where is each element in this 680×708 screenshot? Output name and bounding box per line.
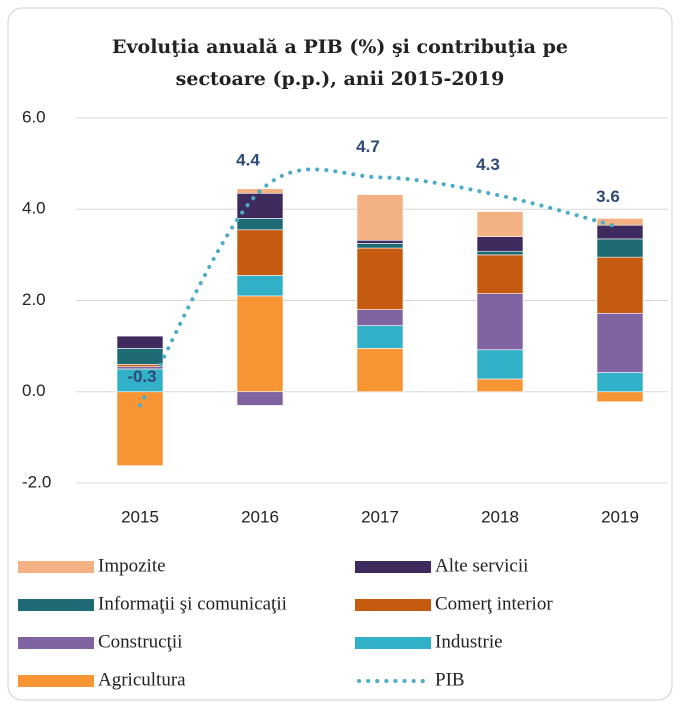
x-tick-label: 2015 — [121, 507, 159, 526]
y-tick-label: 2.0 — [22, 290, 46, 309]
legend-label: Informaţii şi comunicaţii — [98, 593, 287, 614]
bar-segment — [236, 275, 284, 297]
bar-segment — [476, 349, 524, 380]
bar-segment — [596, 218, 644, 226]
bar-segment — [596, 256, 644, 314]
legend-label: Construcţii — [98, 631, 182, 652]
chart-title: sectoare (p.p.), anii 2015-2019 — [176, 68, 505, 90]
bar-segment — [116, 391, 164, 466]
legend-swatch — [18, 675, 94, 687]
x-tick-label: 2016 — [241, 507, 279, 526]
y-tick-label: 6.0 — [22, 107, 46, 126]
bar-segment — [116, 335, 164, 349]
bar-segment — [356, 247, 404, 310]
y-tick-label: -2.0 — [22, 472, 51, 491]
bar-segment — [236, 229, 284, 276]
bar-segment — [596, 372, 644, 393]
legend-label: Alte servicii — [435, 555, 528, 576]
bar-segment — [116, 348, 164, 365]
bar-segment — [356, 348, 404, 393]
bar-segment — [356, 194, 404, 241]
bar-segment — [236, 295, 284, 393]
legend-swatch — [18, 561, 94, 573]
x-tick-label: 2018 — [481, 507, 519, 526]
bar-segment — [476, 211, 524, 237]
chart-title: Evoluţia anuală a PIB (%) şi contribuţia… — [112, 36, 568, 58]
legend-label: Impozite — [98, 555, 166, 576]
bar-segment — [476, 378, 524, 393]
line — [138, 167, 622, 408]
bar-segment — [596, 312, 644, 373]
legend-label: Comerţ interior — [435, 593, 553, 614]
legend-label: Agricultura — [98, 669, 186, 690]
legend-swatch — [18, 599, 94, 611]
bar-segment — [476, 293, 524, 351]
bar-segment — [596, 238, 644, 258]
bar-segment — [236, 218, 284, 231]
bar-segment — [356, 239, 404, 244]
x-tick-label: 2017 — [361, 507, 399, 526]
y-tick-label: 4.0 — [22, 199, 46, 218]
bar-segment — [596, 391, 644, 403]
bar-segment — [476, 254, 524, 294]
data-label: 4.3 — [476, 155, 500, 174]
data-label: 4.4 — [236, 150, 260, 169]
data-label: 4.7 — [356, 137, 380, 156]
frame — [7, 7, 673, 701]
bar-segment — [236, 192, 284, 219]
data-label: 3.6 — [596, 187, 620, 206]
legend-label: PIB — [435, 669, 465, 690]
legend-swatch — [18, 637, 94, 649]
bar-segment — [356, 309, 404, 326]
legend-swatch — [355, 561, 431, 573]
bar-segment — [356, 325, 404, 349]
bar-segment — [236, 391, 284, 406]
legend-swatch — [355, 599, 431, 611]
legend-label: Industrie — [435, 631, 503, 652]
bar-segment — [596, 224, 644, 240]
data-label: -0.3 — [127, 367, 156, 386]
bar-segment — [356, 243, 404, 249]
bar-segment — [476, 236, 524, 252]
legend-swatch — [355, 637, 431, 649]
bar-segment — [476, 250, 524, 256]
y-tick-label: 0.0 — [22, 381, 46, 400]
x-tick-label: 2019 — [601, 507, 639, 526]
